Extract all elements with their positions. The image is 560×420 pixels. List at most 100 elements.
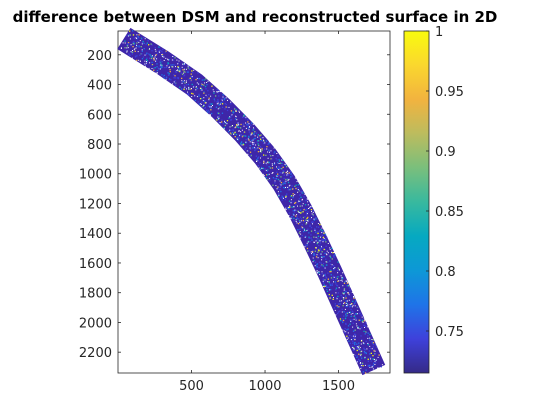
strip-pixel [357,347,359,349]
strip-pixel [207,111,209,113]
strip-pixel [340,319,342,322]
strip-pixel [243,131,245,134]
strip-gap [323,237,325,239]
strip-pixel [356,313,358,315]
strip-gap [331,251,332,253]
y-tick-label: 400 [87,79,112,94]
strip-pixel [337,261,339,263]
strip-pixel [352,337,355,339]
strip-gap [276,188,278,190]
strip-pixel [168,78,171,80]
strip-pixel [374,344,376,346]
strip-pixel [222,94,224,96]
strip-pixel [344,317,347,319]
strip-gap [130,51,132,53]
strip-pixel [175,84,177,86]
strip-gap [191,96,193,97]
strip-gap [193,69,195,71]
strip-pixel [282,170,284,172]
strip-pixel [266,174,268,176]
strip-gap [358,348,360,350]
strip-pixel [327,272,329,274]
strip-pixel [275,157,277,160]
strip-gap [311,211,312,213]
strip-pixel [337,276,339,278]
strip-gap [277,191,279,193]
strip-pixel [294,185,296,187]
strip-pixel [291,175,293,177]
strip-gap [155,60,156,62]
strip-pixel [293,220,295,222]
strip-gap [354,305,356,307]
strip-gap [317,257,319,259]
strip-gap [371,348,373,350]
strip-pixel [161,74,163,76]
colorbar-ticks: 10.950.90.850.80.75 [426,25,464,340]
strip-gap [325,261,327,263]
strip-gap [307,198,309,200]
strip-pixel [230,110,233,112]
strip-gap [230,101,232,103]
strip-gap [217,102,219,104]
strip-pixel [223,99,225,101]
strip-gap [195,86,197,88]
strip-layer [117,27,386,376]
strip-gap [257,136,259,138]
strip-gap [306,213,308,215]
strip-pixel [351,310,353,312]
strip-pixel [202,105,204,108]
strip-gap [209,115,211,116]
strip-pixel [277,162,279,164]
strip-pixel [283,186,285,189]
strip-gap [327,243,329,244]
strip-pixel [158,49,160,52]
strip-pixel [259,168,262,170]
strip-pixel [250,154,252,157]
strip-pixel [303,220,305,222]
strip-pixel [129,54,131,56]
strip-pixel [329,297,331,299]
strip-gap [374,364,376,365]
y-tick-label: 600 [87,108,112,123]
strip-gap [167,59,169,61]
strip-pixel [337,306,339,308]
strip-pixel [157,67,160,69]
strip-gap [375,359,377,361]
strip-pixel [369,364,371,366]
strip-gap [156,73,158,75]
strip-gap [288,185,290,187]
strip-pixel [191,83,193,86]
strip-pixel [257,157,259,159]
strip-gap [345,331,347,333]
strip-gap [312,223,313,225]
strip-pixel [261,147,263,149]
strip-gap [307,241,309,243]
strip-pixel [249,133,251,135]
strip-pixel [345,305,347,307]
strip-pixel [142,40,144,43]
strip-pixel [295,215,297,217]
strip-pixel [156,70,159,72]
strip-pixel [325,258,327,260]
strip-gap [355,319,357,321]
strip-pixel [321,251,323,253]
strip-pixel [248,136,250,138]
strip-gap [350,303,352,305]
strip-pixel [143,36,145,38]
strip-pixel [328,282,330,284]
strip-gap [315,247,317,249]
strip-pixel [343,292,345,294]
strip-pixel [277,167,279,169]
strip-pixel [316,242,319,244]
strip-pixel [179,69,181,71]
strip-pixel [324,274,326,276]
strip-gap [371,339,373,340]
strip-gap [200,103,202,105]
strip-pixel [323,285,325,288]
strip-gap [329,249,331,251]
strip-pixel [280,176,282,178]
strip-pixel [172,64,174,66]
strip-pixel [317,232,319,234]
strip-pixel [364,349,367,351]
strip-gap [348,299,350,301]
